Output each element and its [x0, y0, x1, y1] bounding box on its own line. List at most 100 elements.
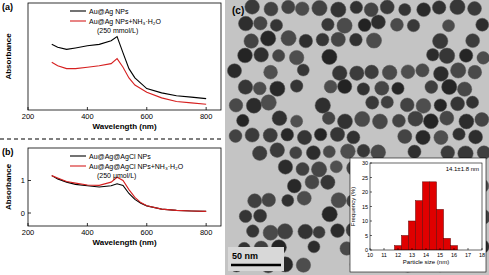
- legend-swatch: [70, 10, 86, 11]
- nanoparticle: [459, 49, 472, 62]
- nanoparticle: [371, 145, 386, 160]
- nanoparticle: [366, 33, 381, 48]
- x-tick: [146, 223, 147, 226]
- nanoparticle: [315, 98, 330, 113]
- x-tick-label: 400: [81, 228, 94, 237]
- nanoparticle: [434, 66, 449, 81]
- x-tick: [454, 248, 455, 250]
- plot-frame: [370, 163, 482, 250]
- nanoparticle: [468, 65, 482, 79]
- nanoparticle: [312, 0, 327, 15]
- y-tick: [370, 177, 372, 178]
- nanoparticle: [272, 111, 287, 126]
- nanoparticle: [229, 99, 243, 113]
- plot-frame: [28, 3, 221, 110]
- nanoparticle: [450, 0, 465, 15]
- nanoparticle: [341, 144, 356, 159]
- y-tick-label: 10: [362, 218, 368, 224]
- nanoparticle: [295, 2, 309, 16]
- series-line: [52, 37, 206, 99]
- nanoparticle: [476, 18, 489, 31]
- nanoparticle: [247, 225, 260, 238]
- nanoparticle: [291, 115, 303, 127]
- nanoparticle: [296, 162, 309, 175]
- nanoparticle: [392, 114, 405, 127]
- nanoparticle: [278, 160, 292, 174]
- nanoparticle: [277, 224, 292, 239]
- y-axis-label: Frequency (%): [350, 187, 356, 226]
- legend-label: Au@Ag NPs+NH₃·H₂O: [89, 18, 162, 26]
- nanoparticle: [442, 79, 457, 94]
- panel-label: (a): [2, 2, 13, 12]
- x-tick-label: 12: [395, 252, 401, 258]
- nanoparticle: [297, 130, 311, 144]
- nanoparticle: [322, 206, 337, 221]
- y-tick-label: 15: [362, 204, 368, 210]
- x-tick-label: 16: [451, 252, 457, 258]
- nanoparticle: [475, 113, 489, 127]
- series-line: [52, 176, 206, 212]
- hist-bar: [430, 182, 437, 250]
- nanoparticle: [451, 97, 465, 111]
- y-tick: [370, 163, 372, 164]
- figure: (c)50 nm200400600800(a)Wavelength (nm)Ab…: [0, 0, 489, 275]
- nanoparticle: [282, 0, 295, 13]
- nanoparticle: [366, 96, 379, 109]
- nanoparticle: [400, 98, 414, 112]
- nanoparticle: [297, 64, 309, 76]
- nanoparticle: [459, 114, 474, 129]
- nanoparticle: [477, 52, 489, 65]
- y-tick: [28, 180, 31, 181]
- nanoparticle: [237, 114, 249, 126]
- nanoparticle: [441, 146, 455, 160]
- x-tick-label: 800: [200, 112, 213, 121]
- nanoparticle: [332, 66, 347, 81]
- nanoparticle: [423, 114, 438, 129]
- y-tick-label: 30: [362, 160, 368, 166]
- nanoparticle: [350, 33, 363, 46]
- nanoparticle: [434, 131, 448, 145]
- nanoparticle: [408, 111, 423, 126]
- nanoparticle: [311, 162, 326, 177]
- x-tick: [440, 248, 441, 250]
- hist-bar: [437, 209, 444, 250]
- y-tick: [28, 213, 31, 214]
- nanoparticle: [439, 48, 455, 64]
- nanoparticle: [322, 112, 335, 125]
- nanoparticle: [330, 161, 342, 173]
- nanoparticle: [238, 80, 252, 94]
- annotation: (250 mmol/L): [97, 27, 138, 35]
- nanoparticle: [338, 114, 353, 129]
- nanoparticle: [289, 50, 303, 64]
- background: [0, 0, 489, 275]
- nanoparticle: [244, 34, 259, 49]
- nanoparticle: [290, 80, 302, 92]
- nanoparticle: [308, 241, 320, 253]
- hist-bar: [402, 236, 409, 251]
- hist-bar: [423, 182, 430, 250]
- legend-label: Au@Ag NPs: [89, 8, 129, 16]
- x-tick-label: 600: [141, 112, 154, 121]
- y-tick-label: 0: [21, 209, 25, 218]
- x-tick: [87, 107, 88, 110]
- nanoparticle: [264, 2, 278, 16]
- nanoparticle: [331, 224, 345, 238]
- nanoparticle: [451, 63, 466, 78]
- nanoparticle: [457, 82, 471, 96]
- x-tick-label: 14: [423, 252, 429, 258]
- nanoparticle: [324, 80, 337, 93]
- nanoparticle: [373, 114, 388, 129]
- nanoparticle: [270, 19, 282, 31]
- nanoparticle: [322, 49, 337, 64]
- nanoparticle: [350, 1, 363, 14]
- nanoparticle: [399, 4, 411, 16]
- x-tick: [28, 223, 29, 226]
- hist-bar: [395, 246, 402, 250]
- nanoparticle: [305, 175, 319, 189]
- y-tick: [370, 250, 372, 251]
- nanoparticle: [281, 31, 296, 46]
- nanoparticle: [254, 17, 267, 30]
- nanoparticle: [264, 65, 278, 79]
- legend-label: Au@Ag@AgCl NPs: [89, 153, 151, 161]
- legend-label: Au@Ag@AgCl NPs+NH₃·H₂O: [89, 163, 184, 171]
